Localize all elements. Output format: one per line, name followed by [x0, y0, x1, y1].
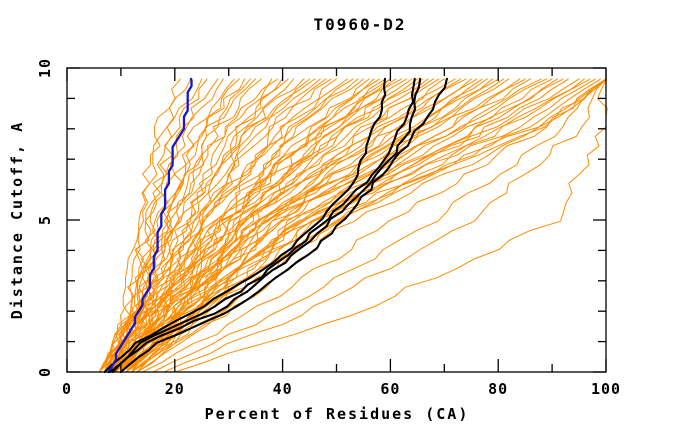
model-curve — [98, 78, 316, 373]
blue-highlight-curve — [107, 77, 193, 374]
model-curve — [120, 78, 483, 373]
x-tick-label: 0 — [62, 380, 72, 398]
model-curve — [109, 78, 413, 373]
model-curve — [109, 78, 348, 373]
model-curve — [104, 78, 478, 373]
black-reference-curves — [103, 77, 449, 374]
model-curve — [109, 78, 521, 373]
model-curve — [109, 78, 456, 373]
model-curve — [115, 78, 467, 373]
x-axis-label: Percent of Residues (CA) — [205, 405, 470, 423]
model-curve — [104, 78, 440, 373]
model-curve — [142, 78, 607, 373]
y-tick-label: 10 — [36, 58, 54, 78]
x-tick-label: 100 — [591, 380, 621, 398]
model-curve — [115, 78, 505, 373]
reference-curve — [109, 77, 422, 374]
orange-model-curves — [98, 78, 608, 373]
model-curve — [109, 78, 596, 373]
y-axis-label: Distance Cutoff, A — [8, 121, 26, 320]
model-curve — [152, 78, 607, 373]
model-curve — [115, 78, 580, 373]
model-curve — [104, 78, 224, 373]
axis-ticks — [66, 67, 607, 373]
model-curve — [98, 78, 359, 373]
model-curve — [104, 78, 548, 373]
model-curve — [120, 78, 381, 373]
model-curve — [125, 78, 569, 373]
x-tick-label: 40 — [273, 380, 293, 398]
model-curve — [120, 78, 240, 373]
x-tick-label: 80 — [488, 380, 508, 398]
axis-tick-labels: 0 20 40 60 80 100 0 5 10 — [36, 58, 621, 398]
x-tick-label: 60 — [380, 380, 400, 398]
reference-curve — [119, 77, 449, 374]
model-curve — [104, 78, 402, 373]
y-tick-label: 5 — [36, 215, 54, 225]
reference-curve — [111, 77, 416, 374]
x-tick-label: 20 — [165, 380, 185, 398]
model-curve — [98, 78, 208, 373]
chart-title: T0960-D2 — [313, 15, 406, 34]
y-tick-label: 0 — [36, 367, 54, 377]
model-curve — [125, 78, 602, 373]
model-curve — [98, 78, 424, 373]
model-curve — [125, 78, 472, 373]
highlight-curve — [107, 77, 193, 374]
reference-curve — [103, 77, 387, 374]
model-curve — [120, 78, 445, 373]
model-curve — [163, 78, 607, 373]
model-curve — [109, 78, 386, 373]
